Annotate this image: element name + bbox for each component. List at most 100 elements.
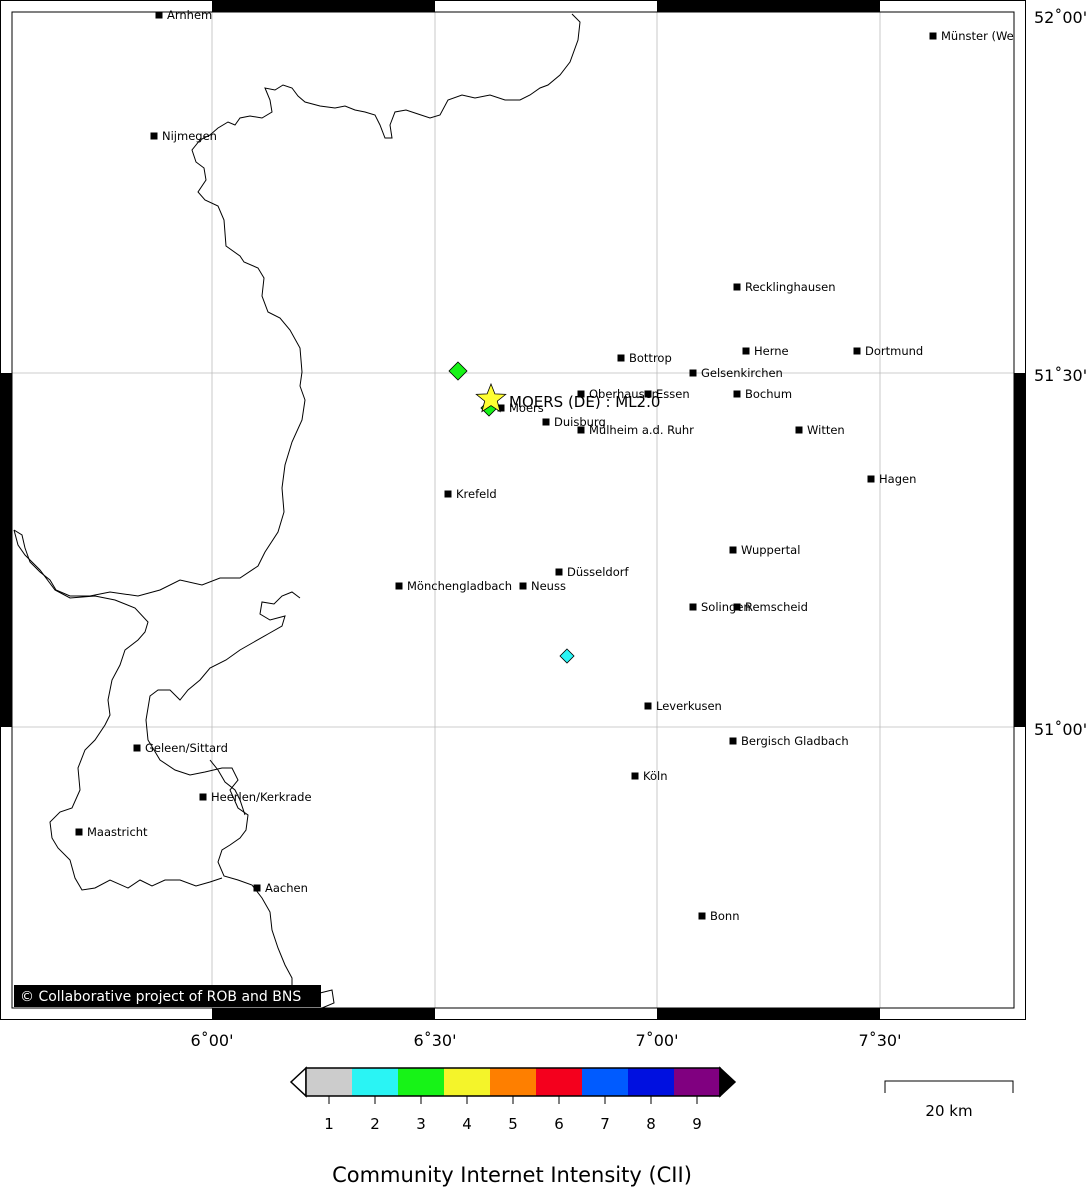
colorbar-level-label: 3 — [416, 1115, 426, 1133]
city-label: Hagen — [879, 472, 916, 486]
city-square-icon — [444, 490, 452, 498]
colorbar-swatch — [490, 1068, 536, 1096]
city-square-icon — [617, 354, 625, 362]
city-marker: Bottrop — [617, 351, 672, 365]
city-square-icon — [853, 347, 861, 355]
city-marker: Witten — [795, 423, 845, 437]
city-label: Essen — [656, 387, 690, 401]
city-label: Wuppertal — [741, 543, 800, 557]
city-label: Arnhem — [167, 8, 212, 22]
city-marker: Leverkusen — [644, 699, 722, 713]
city-marker: Moers — [497, 401, 544, 415]
city-square-icon — [867, 475, 875, 483]
colorbar-title: Community Internet Intensity (CII) — [332, 1163, 692, 1187]
city-marker: Oberhausen — [577, 387, 659, 401]
city-label: Herne — [754, 344, 789, 358]
lon-label-7-30: 7˚30' — [859, 1031, 902, 1050]
city-label: Köln — [643, 769, 668, 783]
city-label: Gelsenkirchen — [701, 366, 783, 380]
intensity-observation-diamond[interactable] — [559, 648, 575, 664]
city-square-icon — [733, 283, 741, 291]
colorbar-swatch — [536, 1068, 582, 1096]
city-square-icon — [733, 390, 741, 398]
city-label: Aachen — [265, 881, 308, 895]
city-marker: Dortmund — [853, 344, 923, 358]
city-square-icon — [729, 546, 737, 554]
city-marker: Mülheim a.d. Ruhr — [577, 423, 694, 437]
city-marker: Mönchengladbach — [395, 579, 512, 593]
city-marker: Düsseldorf — [555, 565, 629, 579]
country-borders — [13, 13, 581, 1009]
city-square-icon — [698, 912, 706, 920]
colorbar-level-label: 9 — [692, 1115, 702, 1133]
colorbar-level-label: 5 — [508, 1115, 518, 1133]
city-marker: Herne — [742, 344, 789, 358]
epicenter-label: MOERS (DE) : ML2.0 — [509, 393, 660, 411]
colorbar-level-label: 8 — [646, 1115, 656, 1133]
city-marker: Krefeld — [444, 487, 497, 501]
epicenter[interactable]: MOERS (DE) : ML2.0 — [475, 382, 660, 413]
intensity-colorbar: 1 2 3 4 5 6 7 8 9 — [289, 1066, 737, 1133]
city-square-icon — [555, 568, 563, 576]
city-square-icon — [631, 772, 639, 780]
city-square-icon — [155, 11, 163, 19]
city-marker: Recklinghausen — [733, 280, 836, 294]
city-label: Bottrop — [629, 351, 672, 365]
city-marker: Remscheid — [733, 600, 808, 614]
city-marker: Bonn — [698, 909, 740, 923]
city-marker: Wuppertal — [729, 543, 800, 557]
city-label: Bonn — [710, 909, 740, 923]
city-square-icon — [497, 404, 505, 412]
city-label: Nijmegen — [162, 129, 217, 143]
lat-label-51-00: 51˚00' — [1034, 720, 1087, 739]
city-square-icon — [133, 744, 141, 752]
copyright-text: © Collaborative project of ROB and BNS — [20, 989, 301, 1005]
city-marker: Maastricht — [75, 825, 148, 839]
city-marker: Hagen — [867, 472, 916, 486]
city-marker: Solingen — [689, 600, 751, 614]
lon-label-6-30: 6˚30' — [414, 1031, 457, 1050]
colorbar-swatch — [352, 1068, 398, 1096]
city-label: Bochum — [745, 387, 792, 401]
border-nl-de — [13, 13, 581, 597]
city-label: Mönchengladbach — [407, 579, 512, 593]
city-marker: Geleen/Sittard — [133, 741, 228, 755]
colorbar-level-label: 4 — [462, 1115, 472, 1133]
city-marker: Neuss — [519, 579, 566, 593]
city-marker: Heerlen/Kerkrade — [199, 790, 312, 804]
city-label: Düsseldorf — [567, 565, 629, 579]
city-square-icon — [199, 793, 207, 801]
city-square-icon — [929, 32, 937, 40]
colorbar-level-label: 7 — [600, 1115, 610, 1133]
city-label: Bergisch Gladbach — [741, 734, 849, 748]
city-marker: Gelsenkirchen — [689, 366, 783, 380]
intensity-observation-diamond[interactable] — [448, 361, 468, 381]
city-marker: Aachen — [253, 881, 308, 895]
city-square-icon — [729, 737, 737, 745]
city-marker: Nijmegen — [150, 129, 217, 143]
city-label: Recklinghausen — [745, 280, 836, 294]
city-label: Witten — [807, 423, 845, 437]
lon-label-7-00: 7˚00' — [636, 1031, 679, 1050]
colorbar-level-label: 6 — [554, 1115, 564, 1133]
city-square-icon — [644, 702, 652, 710]
city-label: Mülheim a.d. Ruhr — [589, 423, 694, 437]
cities-layer: Arnhem Münster (We Nijmegen Recklinghausen B… — [75, 8, 1014, 923]
city-marker: Arnhem — [155, 8, 212, 22]
city-square-icon — [644, 390, 652, 398]
copyright-box: © Collaborative project of ROB and BNS — [14, 985, 321, 1007]
colorbar-level-label: 1 — [324, 1115, 334, 1133]
scale-label: 20 km — [925, 1102, 972, 1120]
city-square-icon — [733, 603, 741, 611]
city-label: Remscheid — [745, 600, 808, 614]
city-marker: Duisburg — [542, 415, 606, 429]
colorbar-swatch — [398, 1068, 444, 1096]
city-square-icon — [577, 426, 585, 434]
city-label: Neuss — [531, 579, 566, 593]
city-square-icon — [75, 828, 83, 836]
colorbar-swatch — [306, 1068, 352, 1096]
colorbar-swatch — [628, 1068, 674, 1096]
city-label: Duisburg — [554, 415, 606, 429]
city-label: Geleen/Sittard — [145, 741, 228, 755]
